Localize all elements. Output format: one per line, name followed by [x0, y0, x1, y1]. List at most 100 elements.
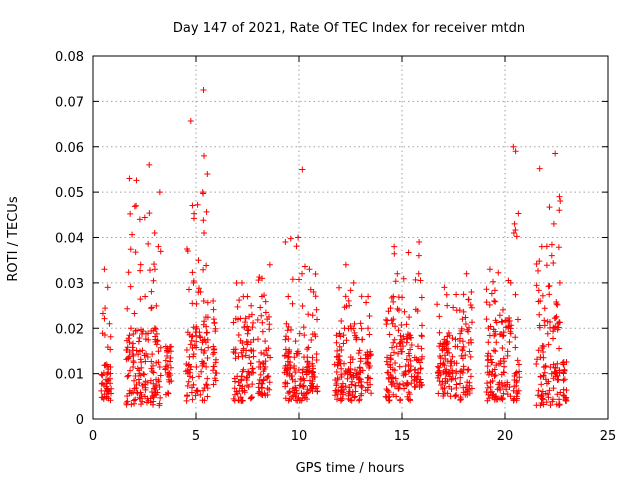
data-point	[468, 339, 475, 346]
data-point	[313, 306, 320, 313]
data-point	[238, 349, 245, 356]
data-point	[388, 379, 395, 386]
data-point	[266, 261, 273, 268]
data-point	[300, 366, 307, 373]
data-point	[334, 354, 341, 361]
data-point	[543, 399, 550, 406]
data-point	[513, 369, 520, 376]
data-point	[184, 392, 191, 399]
data-point	[356, 369, 363, 376]
data-point	[408, 380, 415, 387]
data-point	[541, 317, 548, 324]
data-point	[189, 300, 196, 307]
data-point	[510, 229, 517, 236]
data-point	[512, 148, 519, 155]
data-point	[349, 391, 356, 398]
data-point	[242, 319, 249, 326]
data-point	[104, 385, 111, 392]
data-point	[200, 298, 207, 305]
data-point	[281, 353, 288, 360]
data-point	[366, 312, 373, 319]
data-point	[541, 322, 548, 329]
data-point	[201, 397, 208, 404]
data-point	[149, 368, 156, 375]
data-point	[537, 354, 544, 361]
data-point	[130, 331, 137, 338]
data-point	[238, 279, 245, 286]
data-point	[368, 390, 375, 397]
data-point	[282, 336, 289, 343]
data-point	[439, 361, 446, 368]
data-point	[236, 297, 243, 304]
data-point	[231, 385, 238, 392]
data-point	[244, 330, 251, 337]
data-point	[164, 353, 171, 360]
data-point	[452, 375, 459, 382]
data-point	[546, 319, 553, 326]
data-point	[336, 357, 343, 364]
data-point	[349, 356, 356, 363]
data-point	[210, 316, 217, 323]
data-point	[265, 345, 272, 352]
data-point	[398, 338, 405, 345]
data-point	[204, 299, 211, 306]
data-point	[238, 373, 245, 380]
data-point	[153, 302, 160, 309]
data-point	[289, 300, 296, 307]
data-point	[395, 385, 402, 392]
data-point	[447, 358, 454, 365]
data-point	[358, 325, 365, 332]
data-point	[243, 338, 250, 345]
data-point	[305, 311, 312, 318]
data-point	[309, 360, 316, 367]
data-point	[551, 368, 558, 375]
data-point	[343, 337, 350, 344]
data-point	[285, 350, 292, 357]
data-point	[139, 398, 146, 405]
data-point	[492, 348, 499, 355]
data-point	[465, 296, 472, 303]
data-point	[292, 378, 299, 385]
data-point	[145, 336, 152, 343]
data-point	[189, 333, 196, 340]
data-point	[397, 346, 404, 353]
data-point	[292, 338, 299, 345]
data-point	[507, 393, 514, 400]
data-point	[189, 269, 196, 276]
y-tick-label: 0.06	[55, 141, 84, 156]
data-point	[260, 361, 267, 368]
data-point	[210, 298, 217, 305]
data-point	[443, 291, 450, 298]
data-point	[350, 372, 357, 379]
data-point	[130, 347, 137, 354]
data-point	[538, 381, 545, 388]
data-point	[99, 372, 106, 379]
data-point	[503, 324, 510, 331]
data-point	[484, 384, 491, 391]
data-point	[167, 358, 174, 365]
data-point	[534, 356, 541, 363]
data-point	[285, 354, 292, 361]
data-point	[358, 293, 365, 300]
data-point	[255, 336, 262, 343]
data-point	[184, 329, 191, 336]
data-point	[165, 390, 172, 397]
data-point	[132, 396, 139, 403]
data-point	[394, 270, 401, 277]
data-point	[204, 385, 211, 392]
data-point	[131, 385, 138, 392]
data-point	[388, 294, 395, 301]
data-point	[235, 379, 242, 386]
data-point	[166, 378, 173, 385]
data-point	[334, 347, 341, 354]
data-point	[507, 279, 514, 286]
data-point	[104, 344, 111, 351]
data-point	[137, 261, 144, 268]
data-point	[307, 387, 314, 394]
data-point	[384, 354, 391, 361]
data-point	[334, 362, 341, 369]
data-point	[501, 363, 508, 370]
data-point	[284, 327, 291, 334]
data-point	[244, 341, 251, 348]
data-point	[536, 322, 543, 329]
